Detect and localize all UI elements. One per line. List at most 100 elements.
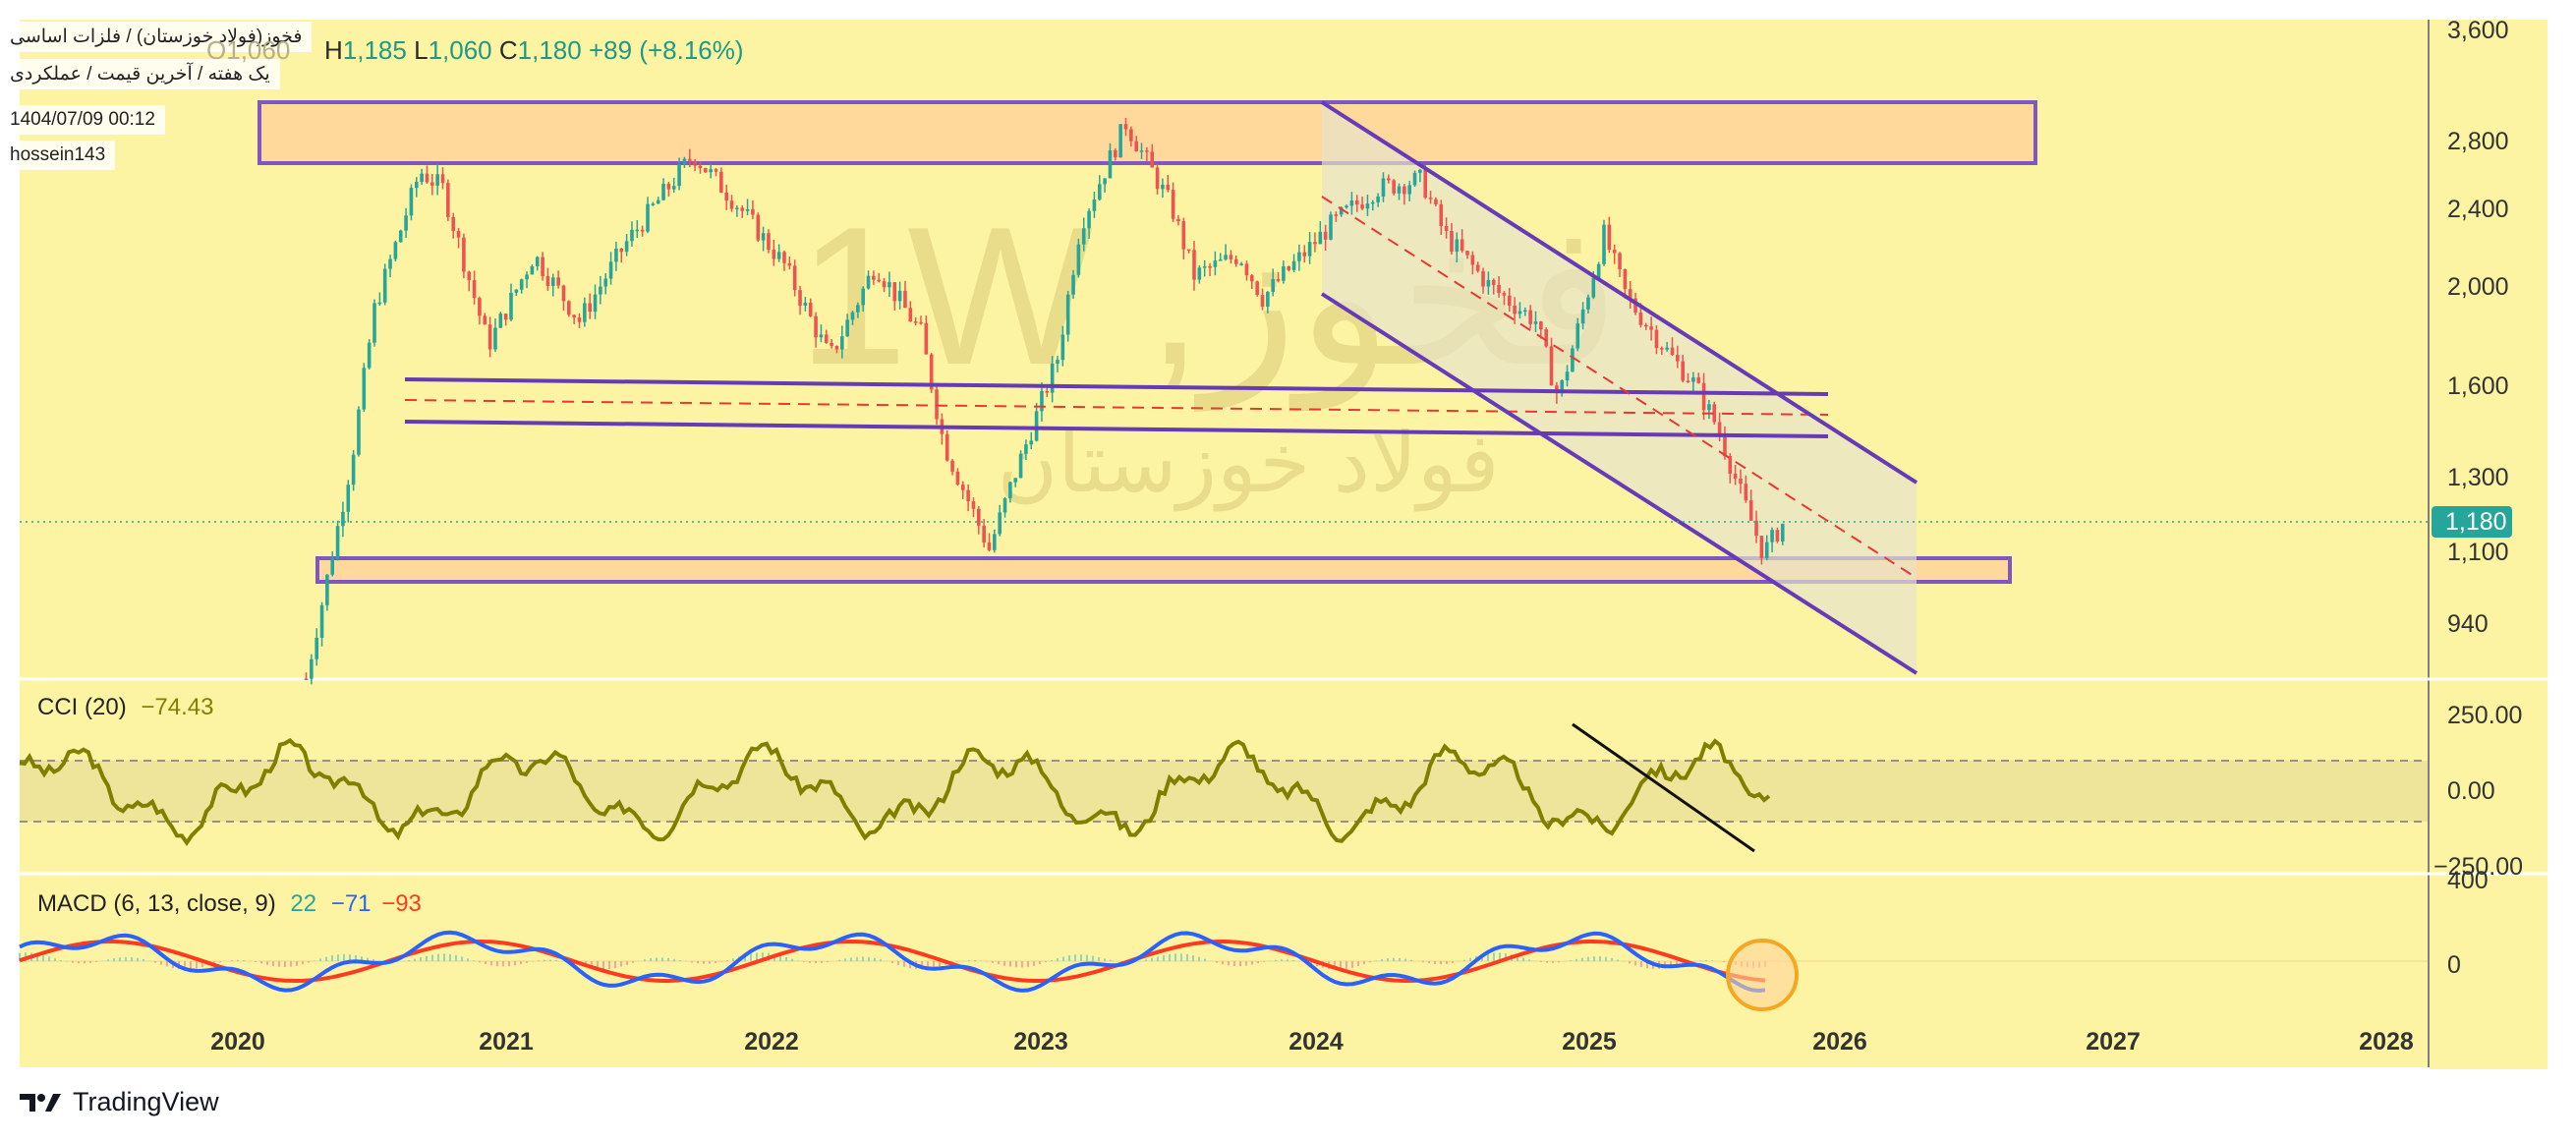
time-label: 2020	[210, 1028, 265, 1056]
support-zone[interactable]	[315, 556, 2012, 584]
macd-histogram-bar	[1711, 960, 1713, 961]
price-axis[interactable]	[2430, 20, 2547, 1069]
candle-body	[924, 322, 929, 355]
macd-histogram-bar	[549, 959, 551, 961]
macd-histogram-bar	[1009, 961, 1011, 967]
candle-body	[599, 286, 602, 295]
ohlc-close-label: C	[498, 35, 518, 65]
candle-body	[519, 279, 524, 290]
macd-histogram-bar	[720, 961, 722, 962]
candle-body	[357, 409, 361, 455]
macd-histogram-bar	[296, 961, 298, 966]
candle-body	[514, 289, 519, 293]
macd-histogram-bar	[1646, 961, 1648, 969]
macd-histogram-bar	[1517, 955, 1518, 961]
macd-histogram-bar	[1399, 957, 1401, 961]
macd-histogram-bar	[490, 961, 492, 966]
candle-body	[1013, 478, 1018, 483]
macd-histogram-bar	[992, 961, 994, 963]
candle-body	[1607, 224, 1612, 251]
candle-body	[1024, 444, 1028, 454]
candle-body	[1707, 404, 1711, 411]
macd-histogram-bar	[1281, 959, 1283, 961]
macd-histogram-bar	[1699, 960, 1701, 961]
macd-histogram-bar	[131, 957, 133, 961]
macd-histogram-bar	[467, 958, 469, 961]
range-lower-line[interactable]	[404, 420, 1829, 438]
macd-histogram-bar	[119, 957, 121, 961]
candle-body	[1764, 542, 1769, 558]
candle-body	[593, 294, 598, 313]
macd-histogram-bar	[656, 957, 658, 961]
candle-body	[1728, 455, 1733, 475]
range-upper-line[interactable]	[404, 377, 1829, 396]
macd-histogram-bar	[1446, 961, 1448, 964]
candle-body	[1097, 184, 1102, 200]
macd-histogram-bar	[255, 961, 257, 962]
candle-body	[872, 275, 876, 280]
macd-histogram-bar	[1393, 957, 1395, 961]
candle-body	[1229, 255, 1233, 259]
candle-body	[1402, 186, 1406, 195]
candle-body	[1045, 390, 1050, 393]
range-midline[interactable]	[404, 399, 1829, 416]
candle-body	[729, 200, 734, 209]
macd-histogram-bar	[644, 959, 646, 961]
macd-histogram-bar	[1233, 961, 1235, 967]
macd-histogram-bar	[1575, 958, 1577, 961]
macd-histogram-bar	[1581, 957, 1583, 961]
cci-line[interactable]	[19, 737, 1771, 847]
channel-lower-line[interactable]	[1320, 292, 1918, 675]
candle-body	[682, 158, 687, 165]
candle-body	[1313, 242, 1317, 245]
candle-body	[776, 252, 781, 259]
macd-histogram-bar	[426, 955, 428, 961]
candle-body	[1239, 263, 1243, 265]
ohlc-change: +89 (+8.16%)	[588, 35, 744, 65]
cci-legend[interactable]: CCI (20) −74.43	[37, 694, 213, 721]
candle-body	[1176, 218, 1180, 222]
candle-body	[1633, 298, 1637, 314]
price-candles[interactable]	[304, 117, 1785, 685]
ohlc-open-label: O	[206, 35, 227, 65]
macd-histogram-bar	[184, 961, 186, 970]
time-label: 2022	[744, 1028, 799, 1056]
candle-body	[1233, 258, 1238, 264]
macd-histogram-bar	[1640, 961, 1642, 968]
cci-trendline[interactable]	[1572, 722, 1755, 853]
candle-body	[950, 460, 954, 472]
channel-upper-line[interactable]	[1320, 100, 1918, 485]
candle-body	[1676, 355, 1680, 362]
macd-tick: 400	[2447, 867, 2489, 894]
tradingview-brand[interactable]: TradingView	[20, 1087, 219, 1117]
time-axis[interactable]	[20, 1020, 2428, 1067]
cci-ticks: 250.00 0.00 −250.00	[2433, 702, 2523, 881]
candle-body	[850, 312, 855, 320]
macd-legend[interactable]: MACD (6, 13, close, 9) 22 −71 −93	[37, 890, 422, 918]
macd-histogram-bar	[219, 961, 221, 963]
macd-histogram-bar	[72, 961, 74, 963]
macd-histogram-bar	[278, 961, 280, 967]
macd-histogram-bar	[703, 961, 705, 964]
candle-body	[541, 257, 544, 276]
macd-highlight-circle[interactable]	[1726, 939, 1799, 1011]
candle-body	[1748, 500, 1753, 521]
macd-histogram-bar	[555, 959, 557, 961]
candle-body	[619, 248, 624, 253]
current-price-label: 1,180	[2445, 508, 2507, 536]
macd-histogram-bar	[420, 957, 422, 961]
macd-histogram-bar	[1098, 956, 1100, 961]
candle-body	[1323, 231, 1328, 240]
macd-histogram-bar	[496, 961, 498, 967]
macd-histogram-bar	[597, 961, 599, 970]
candle-body	[819, 334, 824, 338]
brand-name: TradingView	[73, 1087, 219, 1116]
macd-line[interactable]	[19, 930, 1766, 994]
macd-histogram-bar	[107, 959, 109, 961]
candle-body	[1686, 380, 1690, 382]
candle-body	[1118, 124, 1122, 158]
candle-body	[1596, 263, 1601, 278]
macd-histogram-bar	[661, 957, 663, 961]
macd-histogram-bar	[1228, 961, 1230, 966]
